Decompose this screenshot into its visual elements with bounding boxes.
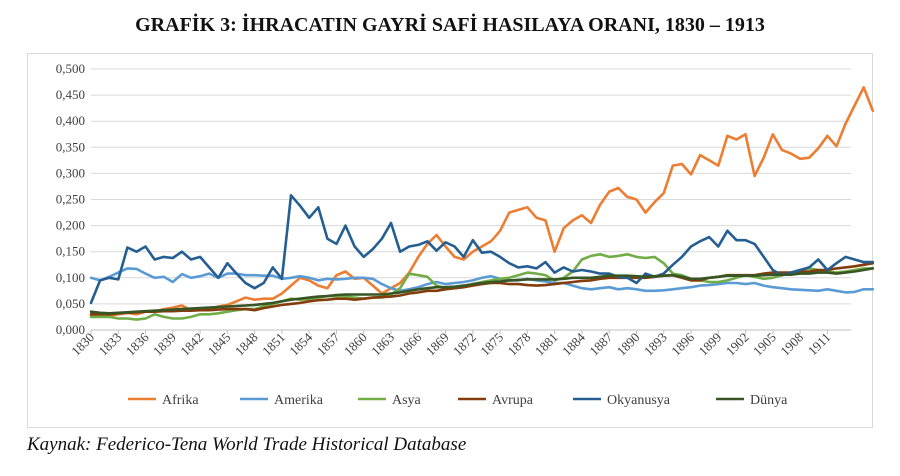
legend-label: Avrupa [492,393,534,408]
legend-label: Dünya [750,393,788,408]
y-tick-label: 0,300 [56,165,85,180]
y-tick-label: 0,250 [56,192,85,207]
y-tick-label: 0,350 [56,139,85,154]
y-tick-label: 0,100 [56,270,85,285]
x-tick-label: 1878 [504,330,533,359]
y-tick-label: 0,000 [56,322,85,337]
x-tick-label: 1899 [695,330,724,359]
y-tick-label: 0,400 [56,113,85,128]
y-tick-label: 0,450 [56,87,85,102]
chart-title: GRAFİK 3: İHRACATIN GAYRİ SAFİ HASILAYA … [135,14,765,36]
series-line-amerika [89,267,874,294]
x-tick-label: 1860 [341,330,370,359]
x-tick-label: 1839 [150,330,179,359]
y-tick-label: 0,200 [56,218,85,233]
legend-label: Okyanusya [607,393,671,408]
x-tick-label: 1911 [805,330,834,359]
y-tick-label: 0,500 [56,61,85,76]
x-tick-label: 1872 [450,330,479,359]
legend-label: Amerika [274,393,324,408]
line-chart: 0,000 0,050 0,100 0,150 0,200 0,250 0,300 0,350… [56,61,874,408]
source-note: Kaynak: Federico-Tena World Trade Histor… [27,434,467,455]
legend-label: Asya [392,393,422,408]
y-tick-label: 0,150 [56,244,85,259]
legend-label: Afrika [162,393,199,408]
x-tick-label: 1893 [641,330,670,359]
x-tick-label: 1857 [314,329,343,358]
x-tick-label: 1905 [750,330,779,359]
x-tick-label: 1836 [123,329,152,358]
x-tick-label: 1833 [95,330,124,359]
x-tick-label: 1863 [368,330,397,359]
y-tick-label: 0,050 [56,296,85,311]
chart-frame: 0,000 0,050 0,100 0,150 0,200 0,250 0,300 0,350… [27,53,874,428]
x-tick-label: 1866 [395,329,424,358]
x-tick-label: 1851 [259,330,288,359]
x-tick-label: 1875 [477,330,506,359]
x-tick-label: 1896 [668,329,697,358]
x-tick-label: 1869 [423,330,452,359]
x-tick-label: 1854 [286,329,315,358]
series-line-okyanusya [89,194,874,305]
x-tick-label: 1902 [723,330,752,359]
x-tick-label: 1845 [204,330,233,359]
x-tick-label: 1908 [777,330,806,359]
x-tick-label: 1890 [614,330,643,359]
series-line-dünya [89,267,874,315]
x-tick-label: 1887 [586,329,615,358]
x-tick-label: 1884 [559,329,588,358]
x-tick-label: 1842 [177,330,206,359]
x-tick-label: 1881 [532,330,561,359]
x-tick-label: 1848 [232,330,261,359]
